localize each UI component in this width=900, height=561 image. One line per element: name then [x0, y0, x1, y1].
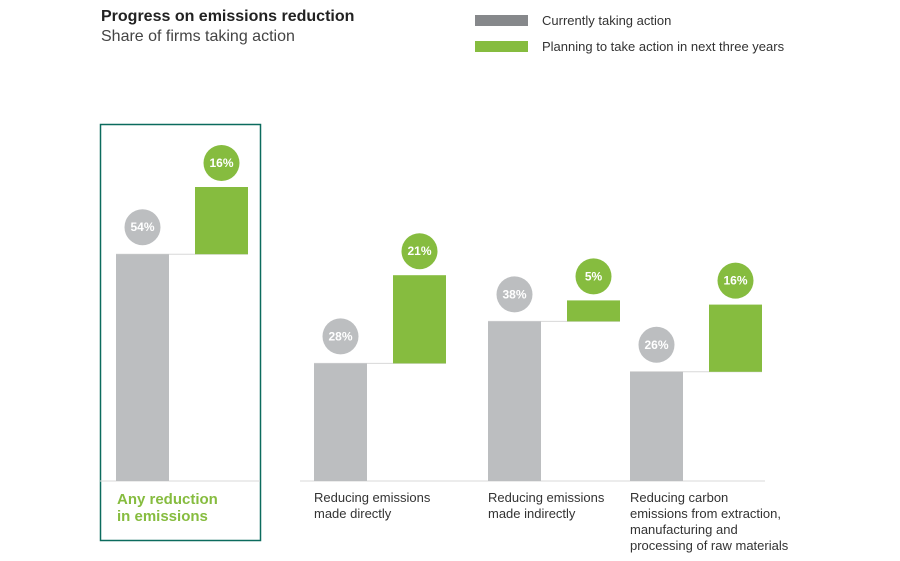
data-label-current: 54% — [130, 220, 154, 234]
category-label: Reducing carbon emissions from extraction… — [630, 490, 789, 553]
data-label-planning: 16% — [209, 156, 233, 170]
data-label-bubble-current — [496, 276, 533, 313]
bar-current — [630, 371, 683, 481]
data-label-bubble-current — [322, 318, 359, 355]
data-label-planning: 21% — [407, 244, 431, 258]
category-label-line: emissions from extraction, — [630, 506, 781, 521]
chart-subtitle: Share of firms taking action — [101, 28, 295, 45]
data-label-current: 28% — [328, 329, 352, 343]
data-label-bubble-planning — [575, 258, 612, 295]
bar-current — [488, 321, 541, 481]
category-label-line: processing of raw materials — [630, 538, 789, 553]
category-label-line: made indirectly — [488, 506, 576, 521]
category-label: Any reduction in emissions — [117, 491, 218, 525]
category-label-line: Reducing emissions — [488, 490, 605, 505]
data-label-bubble-planning — [401, 233, 438, 270]
category-label-line: made directly — [314, 506, 392, 521]
category-label-line: in emissions — [117, 508, 208, 525]
category-label-line: Reducing carbon — [630, 490, 728, 505]
legend-label-planning: Planning to take action in next three ye… — [542, 39, 785, 54]
category-label-line: manufacturing and — [630, 522, 738, 537]
category-label-line: Any reduction — [117, 491, 218, 508]
bar-planning — [567, 300, 620, 322]
category-label: Reducing emissions made directly — [314, 490, 431, 521]
data-label-current: 26% — [644, 338, 668, 352]
bar-planning — [195, 187, 248, 255]
bar-planning — [709, 304, 762, 372]
data-label-bubble-current — [638, 326, 675, 363]
legend-label-current: Currently taking action — [542, 13, 672, 28]
bar-planning — [393, 275, 446, 364]
data-label-current: 38% — [502, 287, 526, 301]
chart-title: Progress on emissions reduction — [101, 8, 355, 25]
data-label-bubble-planning — [203, 145, 240, 181]
legend-item-planning: Planning to take action in next three ye… — [475, 39, 784, 54]
data-label-planning: 16% — [723, 274, 747, 288]
legend-item-current: Currently taking action — [475, 13, 671, 28]
data-label-bubble-planning — [717, 262, 754, 299]
bar-current — [314, 363, 367, 481]
category-label-line: Reducing emissions — [314, 490, 431, 505]
bar-current — [116, 254, 169, 481]
category-label: Reducing emissions made indirectly — [488, 490, 605, 521]
data-label-planning: 5% — [585, 269, 603, 283]
data-label-bubble-current — [124, 209, 161, 246]
legend-swatch-current — [475, 15, 528, 26]
legend-swatch-planning — [475, 41, 528, 52]
highlight-frame — [99, 123, 262, 542]
